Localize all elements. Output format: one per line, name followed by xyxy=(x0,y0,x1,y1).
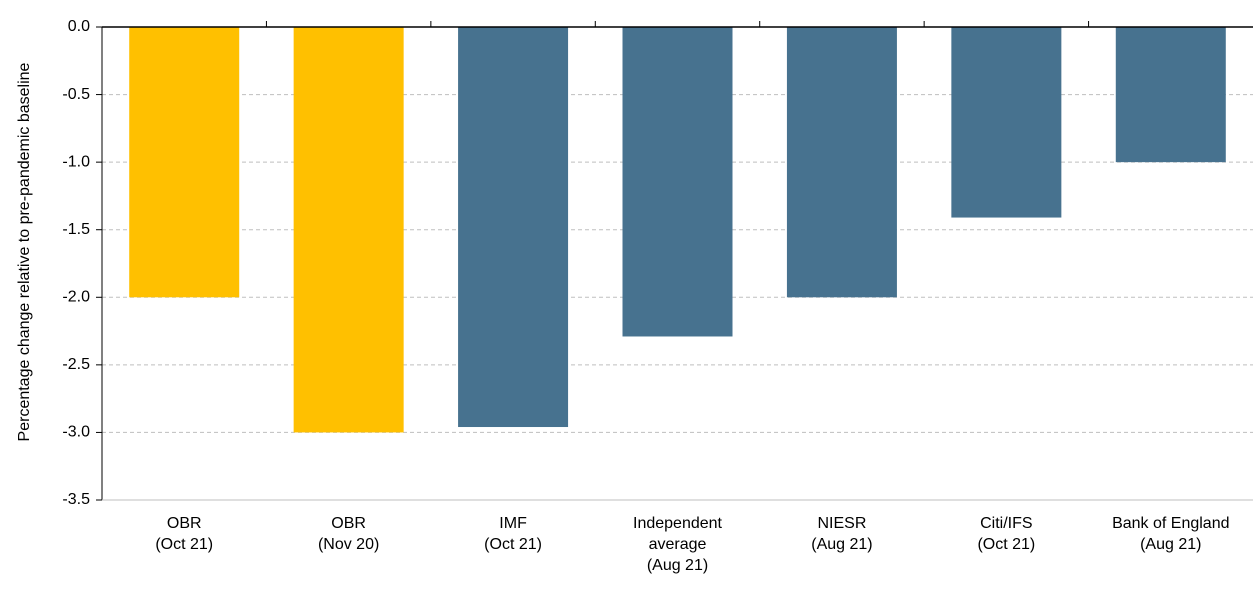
y-axis-title: Percentage change relative to pre-pandem… xyxy=(16,62,33,441)
y-tick-label: -2.5 xyxy=(62,356,90,373)
y-tick-label: 0.0 xyxy=(68,18,90,35)
bar xyxy=(1115,27,1226,163)
y-tick-labels: 0.0 -0.5 -1.0 -1.5 -2.0 -2.5 -3.0 -3.5 xyxy=(62,18,90,508)
bar xyxy=(458,27,569,428)
x-category-label: Independent average (Aug 21) xyxy=(633,515,723,574)
y-tick-label: -1.5 xyxy=(62,221,90,238)
bar xyxy=(951,27,1062,218)
y-tick-label: -2.0 xyxy=(62,289,90,306)
y-tick-label: -1.0 xyxy=(62,153,90,170)
x-category-label: Citi/IFS (Oct 21) xyxy=(977,515,1035,553)
bar xyxy=(129,27,240,298)
bars xyxy=(129,27,1226,433)
bar xyxy=(622,27,733,337)
axes xyxy=(96,21,1253,501)
x-category-label: IMF (Oct 21) xyxy=(484,515,542,553)
x-category-label: Bank of England (Aug 21) xyxy=(1112,515,1229,553)
x-category-label: NIESR (Aug 21) xyxy=(811,515,872,553)
y-tick-label: -3.0 xyxy=(62,424,90,441)
x-category-labels: OBR (Oct 21) OBR (Nov 20) IMF (Oct 21) Indepen… xyxy=(155,515,1229,574)
bar xyxy=(786,27,897,298)
y-tick-label: -0.5 xyxy=(62,86,90,103)
x-category-label: OBR (Oct 21) xyxy=(155,515,213,553)
bar xyxy=(293,27,404,433)
x-category-label: OBR (Nov 20) xyxy=(318,515,379,553)
y-tick-label: -3.5 xyxy=(62,491,90,508)
